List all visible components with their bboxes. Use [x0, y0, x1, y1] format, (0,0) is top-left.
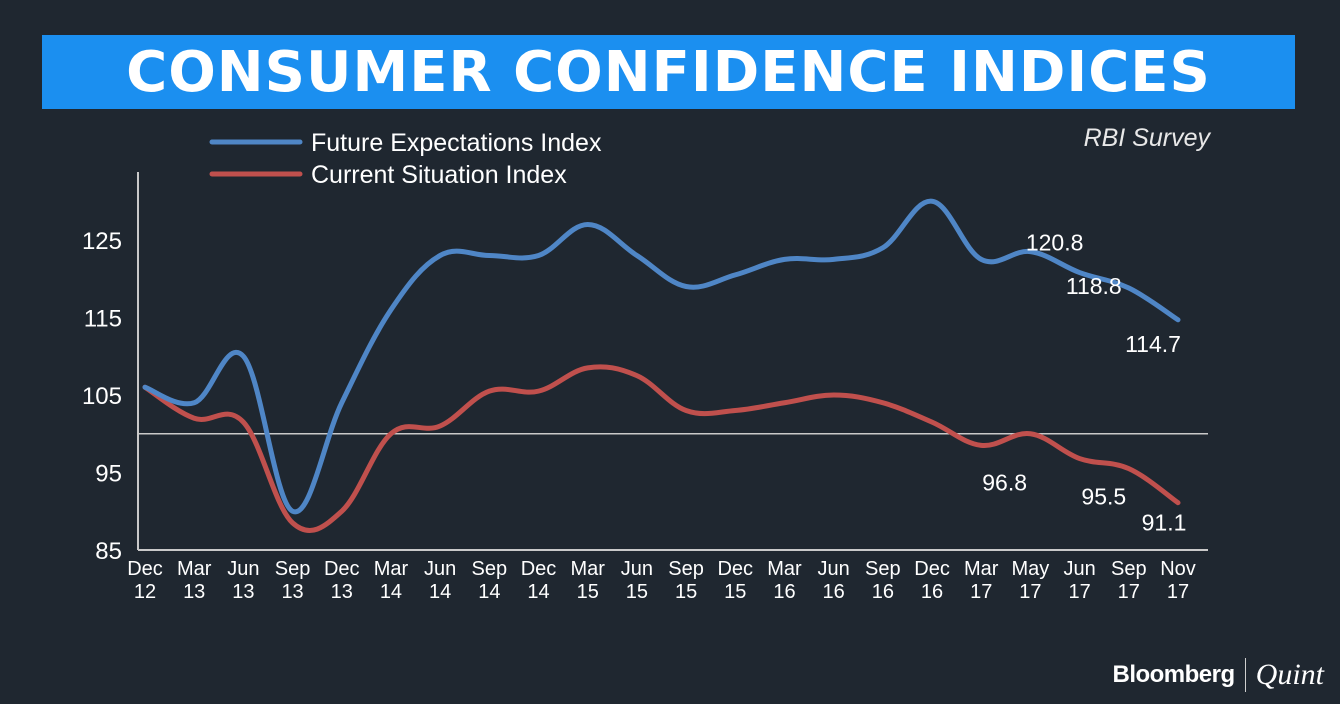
x-tick-month: Sep [1111, 558, 1147, 580]
x-tick-year: 14 [380, 581, 402, 603]
brand-divider [1244, 658, 1246, 692]
x-tick-year: 13 [281, 581, 303, 603]
chart-title: CONSUMER CONFIDENCE INDICES [126, 39, 1211, 105]
legend-label: Future Expectations Index [311, 129, 602, 157]
x-tick-year: 16 [872, 581, 894, 603]
x-tick-year: 15 [724, 581, 746, 603]
x-tick-year: 17 [1068, 581, 1090, 603]
data-label: 118.8 [1066, 273, 1122, 299]
x-tick-year: 13 [183, 581, 205, 603]
x-tick-month: Jun [1063, 558, 1095, 580]
x-tick-month: Sep [472, 558, 508, 580]
x-tick-year: 16 [823, 581, 845, 603]
x-tick-year: 17 [1167, 581, 1189, 603]
x-tick-month: Jun [227, 558, 259, 580]
title-banner: CONSUMER CONFIDENCE INDICES [42, 35, 1295, 109]
x-tick-month: Sep [668, 558, 704, 580]
x-tick-month: Sep [275, 558, 311, 580]
x-tick-year: 17 [970, 581, 992, 603]
series-line [142, 198, 1181, 515]
x-tick-month: Mar [964, 558, 999, 580]
data-label: 95.5 [1081, 484, 1126, 510]
source-label: RBI Survey [1083, 124, 1210, 152]
x-tick-month: Jun [424, 558, 456, 580]
data-label: 91.1 [1142, 510, 1187, 536]
x-tick-month: Mar [570, 558, 605, 580]
y-tick-label: 125 [82, 228, 122, 255]
x-tick-year: 14 [429, 581, 451, 603]
x-tick-year: 16 [921, 581, 943, 603]
data-label: 120.8 [1026, 230, 1084, 256]
x-tick-month: Sep [865, 558, 901, 580]
x-tick-month: Dec [324, 558, 360, 580]
x-tick-month: Dec [127, 558, 163, 580]
x-tick-year: 12 [134, 581, 156, 603]
y-tick-label: 95 [95, 461, 122, 488]
brand-name-bloomberg: Bloomberg [1112, 661, 1235, 688]
brand-name-quint: Quint [1255, 658, 1324, 691]
x-tick-year: 15 [675, 581, 697, 603]
x-tick-month: Jun [818, 558, 850, 580]
x-tick-year: 16 [773, 581, 795, 603]
x-tick-year: 13 [331, 581, 353, 603]
series-line [142, 364, 1181, 534]
legend-label: Current Situation Index [311, 161, 567, 189]
x-tick-year: 17 [1019, 581, 1041, 603]
data-label: 114.7 [1125, 331, 1181, 357]
y-tick-label: 85 [95, 538, 122, 565]
y-tick-label: 115 [84, 306, 122, 333]
brand-logo: Bloomberg Quint [1112, 658, 1324, 692]
x-tick-month: Dec [521, 558, 557, 580]
x-tick-year: 15 [626, 581, 648, 603]
x-tick-year: 17 [1118, 581, 1140, 603]
x-tick-month: Nov [1160, 558, 1196, 580]
x-tick-year: 13 [232, 581, 254, 603]
x-tick-month: Mar [767, 558, 802, 580]
x-tick-month: May [1012, 558, 1050, 580]
x-tick-year: 15 [577, 581, 599, 603]
x-tick-month: Jun [621, 558, 653, 580]
y-tick-label: 105 [82, 383, 122, 410]
x-tick-month: Mar [374, 558, 409, 580]
x-tick-month: Dec [914, 558, 950, 580]
x-tick-year: 14 [527, 581, 549, 603]
x-tick-month: Mar [177, 558, 212, 580]
data-label: 96.8 [982, 470, 1027, 496]
x-tick-year: 14 [478, 581, 500, 603]
x-tick-month: Dec [717, 558, 753, 580]
